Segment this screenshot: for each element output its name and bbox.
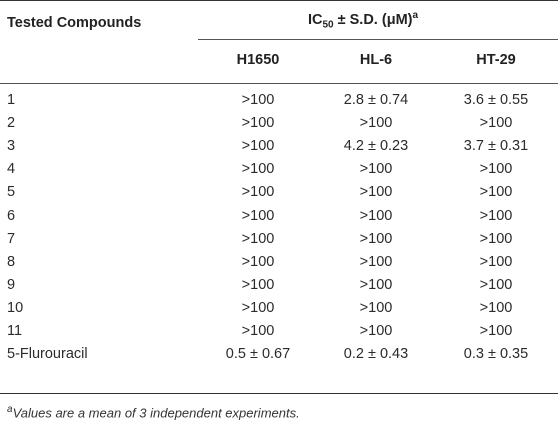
value-cell: 0.3 ± 0.35 (463, 346, 529, 363)
header-sub-rule (198, 39, 558, 40)
value-cell: >100 (359, 207, 393, 224)
value-cell: >100 (479, 323, 513, 339)
header-tested-compounds: Tested Compounds (7, 15, 142, 31)
value-cell: 3.6 ± 0.55 (463, 92, 529, 108)
value-cell: >100 (359, 276, 393, 293)
column-header-hl6: HL-6 (359, 52, 393, 68)
value-cell: >100 (241, 207, 275, 224)
value-cell: 4.2 ± 0.23 (343, 138, 409, 155)
compound-cell: 5-Flurouracil (7, 346, 88, 363)
table-row: 4 >100 >100 >100 (0, 158, 558, 181)
value-cell: >100 (241, 138, 275, 155)
value-cell: >100 (241, 161, 275, 178)
value-cell: >100 (241, 299, 275, 316)
value-cell: >100 (241, 115, 275, 132)
table-row: 11 >100 >100 >100 (0, 320, 558, 343)
value-cell: >100 (241, 323, 275, 339)
value-cell: >100 (479, 184, 513, 201)
value-cell: >100 (241, 253, 275, 270)
table-bottom-rule (0, 393, 558, 394)
compound-cell: 10 (7, 299, 24, 316)
table-row: 6 >100 >100 >100 (0, 205, 558, 228)
value-cell: >100 (479, 207, 513, 224)
value-cell: >100 (241, 276, 275, 293)
compound-cell: 7 (7, 230, 16, 247)
table-row: 3 >100 4.2 ± 0.23 3.7 ± 0.31 (0, 135, 558, 158)
value-cell: 2.8 ± 0.74 (343, 92, 409, 108)
value-cell: >100 (479, 253, 513, 270)
header-ic50: IC50 ± S.D. (μM)a (308, 10, 418, 31)
value-cell: >100 (241, 184, 275, 201)
value-cell: 0.5 ± 0.67 (225, 346, 291, 363)
header-ic50-subscript: 50 (322, 19, 334, 31)
table-row: 8 >100 >100 >100 (0, 251, 558, 274)
value-cell: >100 (479, 299, 513, 316)
compound-cell: 9 (7, 276, 16, 293)
value-cell: >100 (359, 253, 393, 270)
compound-cell: 8 (7, 253, 16, 270)
value-cell: >100 (241, 92, 275, 108)
header-bottom-rule (0, 83, 558, 84)
header-ic50-label: IC (308, 11, 323, 28)
table-row: 10 >100 >100 >100 (0, 297, 558, 320)
header-ic50-footnote-mark: a (412, 10, 419, 21)
compound-cell: 11 (7, 323, 23, 339)
table-row: 2 >100 >100 >100 (0, 112, 558, 135)
table-top-rule (0, 0, 558, 1)
value-cell: >100 (479, 230, 513, 247)
column-header-ht29: HT-29 (476, 52, 516, 68)
footnote-text: Values are a mean of 3 independent exper… (12, 405, 300, 421)
value-cell: >100 (241, 230, 275, 247)
value-cell: >100 (359, 230, 393, 247)
compound-cell: 5 (7, 184, 16, 201)
value-cell: 0.2 ± 0.43 (343, 346, 409, 363)
value-cell: >100 (359, 323, 393, 339)
value-cell: >100 (359, 184, 393, 201)
column-header-h1650: H1650 (236, 52, 280, 68)
value-cell: >100 (359, 161, 393, 178)
compound-cell: 6 (7, 207, 16, 224)
value-cell: 3.7 ± 0.31 (463, 138, 529, 155)
table-row: 9 >100 >100 >100 (0, 274, 558, 297)
table-footnote: aValues are a mean of 3 independent expe… (7, 404, 300, 420)
value-cell: >100 (479, 115, 513, 132)
value-cell: >100 (479, 161, 513, 178)
table-row: 5-Flurouracil 0.5 ± 0.67 0.2 ± 0.43 0.3 ± 0… (0, 343, 558, 366)
table-row: 7 >100 >100 >100 (0, 228, 558, 251)
footnote-mark: a (7, 404, 13, 415)
compound-cell: 1 (7, 92, 16, 108)
value-cell: >100 (479, 276, 513, 293)
compound-cell: 3 (7, 138, 16, 155)
table-row: 1 >100 2.8 ± 0.74 3.6 ± 0.55 (0, 89, 558, 112)
header-ic50-unit: ± S.D. (μM) (333, 11, 413, 28)
compound-cell: 4 (7, 161, 16, 178)
compound-cell: 2 (7, 115, 16, 132)
table-row: 5 >100 >100 >100 (0, 181, 558, 204)
value-cell: >100 (359, 299, 393, 316)
value-cell: >100 (359, 115, 393, 132)
